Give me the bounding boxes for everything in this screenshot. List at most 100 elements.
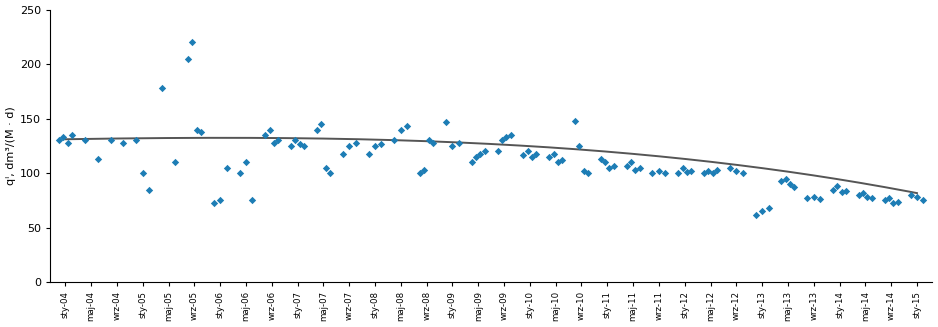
Point (581, 171, 596, 176)
Point (361, 151, 376, 156)
Point (155, 85, 170, 91)
Point (602, 165, 617, 170)
Point (323, 171, 338, 176)
Y-axis label: qᴵ, dm³/(M · d): qᴵ, dm³/(M · d) (6, 107, 16, 185)
Point (825, 187, 840, 192)
Point (180, 56, 195, 61)
Point (103, 138, 118, 143)
Point (754, 209, 769, 214)
Point (318, 165, 333, 170)
Point (232, 171, 247, 176)
Point (546, 151, 561, 156)
Point (834, 189, 849, 194)
Point (185, 40, 200, 45)
Point (671, 171, 686, 176)
Point (675, 165, 690, 170)
Point (464, 160, 479, 165)
Point (864, 196, 879, 201)
Point (245, 198, 260, 203)
Point (915, 198, 930, 203)
Point (310, 127, 325, 132)
Point (632, 165, 647, 170)
Point (296, 143, 311, 148)
Point (77, 138, 92, 143)
Point (705, 171, 720, 176)
Point (469, 154, 484, 160)
Point (348, 140, 363, 145)
Point (855, 190, 870, 196)
Point (335, 151, 350, 156)
Point (189, 127, 204, 132)
Point (697, 171, 712, 176)
Point (477, 149, 492, 154)
Point (852, 192, 867, 198)
Point (800, 196, 815, 201)
Point (779, 176, 794, 181)
Point (624, 160, 639, 165)
Point (521, 149, 536, 154)
Point (598, 160, 613, 165)
Point (903, 192, 918, 198)
Point (386, 138, 401, 143)
Point (55, 135, 70, 140)
Point (116, 140, 131, 145)
Point (516, 152, 531, 157)
Point (238, 160, 253, 165)
Point (679, 169, 694, 175)
Point (494, 138, 509, 143)
Point (503, 132, 518, 138)
Point (910, 195, 925, 200)
Point (576, 168, 591, 174)
Point (168, 160, 183, 165)
Point (658, 171, 673, 176)
Point (551, 160, 566, 165)
Point (594, 156, 609, 162)
Point (421, 138, 436, 143)
Point (524, 154, 539, 160)
Point (787, 185, 802, 190)
Point (293, 141, 308, 146)
Point (283, 143, 298, 148)
Point (572, 143, 587, 148)
Point (314, 122, 329, 127)
Point (729, 168, 744, 174)
Point (529, 151, 544, 156)
Point (262, 127, 277, 132)
Point (417, 167, 432, 173)
Point (542, 154, 557, 160)
Point (882, 196, 897, 201)
Point (491, 149, 506, 154)
Point (830, 184, 845, 189)
Point (749, 212, 764, 217)
Point (860, 195, 875, 200)
Point (885, 200, 900, 205)
Point (193, 129, 208, 134)
Point (129, 138, 144, 143)
Point (606, 163, 621, 168)
Point (400, 124, 415, 129)
Point (499, 135, 514, 140)
Point (341, 143, 356, 148)
Point (135, 171, 150, 176)
Point (761, 205, 776, 211)
Point (393, 127, 408, 132)
Point (213, 198, 228, 203)
Point (219, 165, 234, 170)
Point (701, 168, 716, 174)
Point (722, 165, 737, 170)
Point (839, 188, 854, 193)
Point (619, 163, 634, 168)
Point (368, 143, 383, 148)
Point (709, 167, 724, 173)
Point (735, 171, 750, 176)
Point (807, 195, 822, 200)
Point (651, 168, 666, 174)
Point (684, 168, 699, 174)
Point (812, 197, 827, 202)
Point (554, 158, 569, 163)
Point (206, 200, 221, 205)
Point (645, 171, 660, 176)
Point (413, 171, 428, 176)
Point (473, 151, 488, 156)
Point (266, 140, 281, 145)
